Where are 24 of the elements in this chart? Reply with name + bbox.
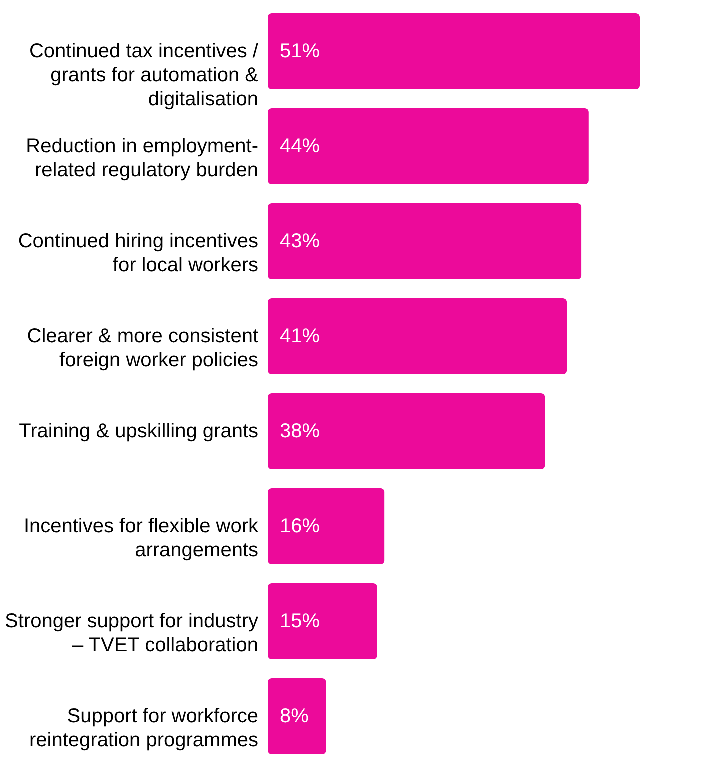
data-label: 51% (280, 40, 320, 62)
y-tick-label: Incentives for flexible work arrangements (24, 516, 260, 562)
bar (268, 678, 326, 754)
bar (268, 584, 378, 660)
y-tick-label: Reduction in employment-related regulatory burden (26, 136, 258, 182)
data-label: 44% (280, 136, 320, 158)
bar (268, 204, 582, 280)
y-tick-label: Stronger support for industry – TVET collaboration (5, 610, 258, 656)
bar (268, 298, 568, 374)
bar (268, 14, 640, 90)
y-tick-label: Support for workforce reintegration programmes (30, 706, 258, 752)
bar (268, 394, 546, 470)
y-tick-label: Continued hiring incentives for local workers (18, 230, 258, 276)
data-label: 16% (280, 516, 320, 538)
y-tick-label: Training & upskilling grants (19, 420, 258, 442)
data-label: 8% (280, 706, 310, 728)
data-label: 15% (280, 610, 320, 632)
data-label: 38% (280, 420, 320, 442)
y-tick-label: Continued tax incentives / grants for automation & digitalisation (29, 40, 260, 110)
y-tick-label: Clearer & more consistent foreign worker policies (27, 326, 259, 372)
data-label: 43% (280, 230, 320, 252)
data-label: 41% (280, 326, 320, 348)
bar (268, 108, 589, 184)
bar (268, 488, 385, 564)
